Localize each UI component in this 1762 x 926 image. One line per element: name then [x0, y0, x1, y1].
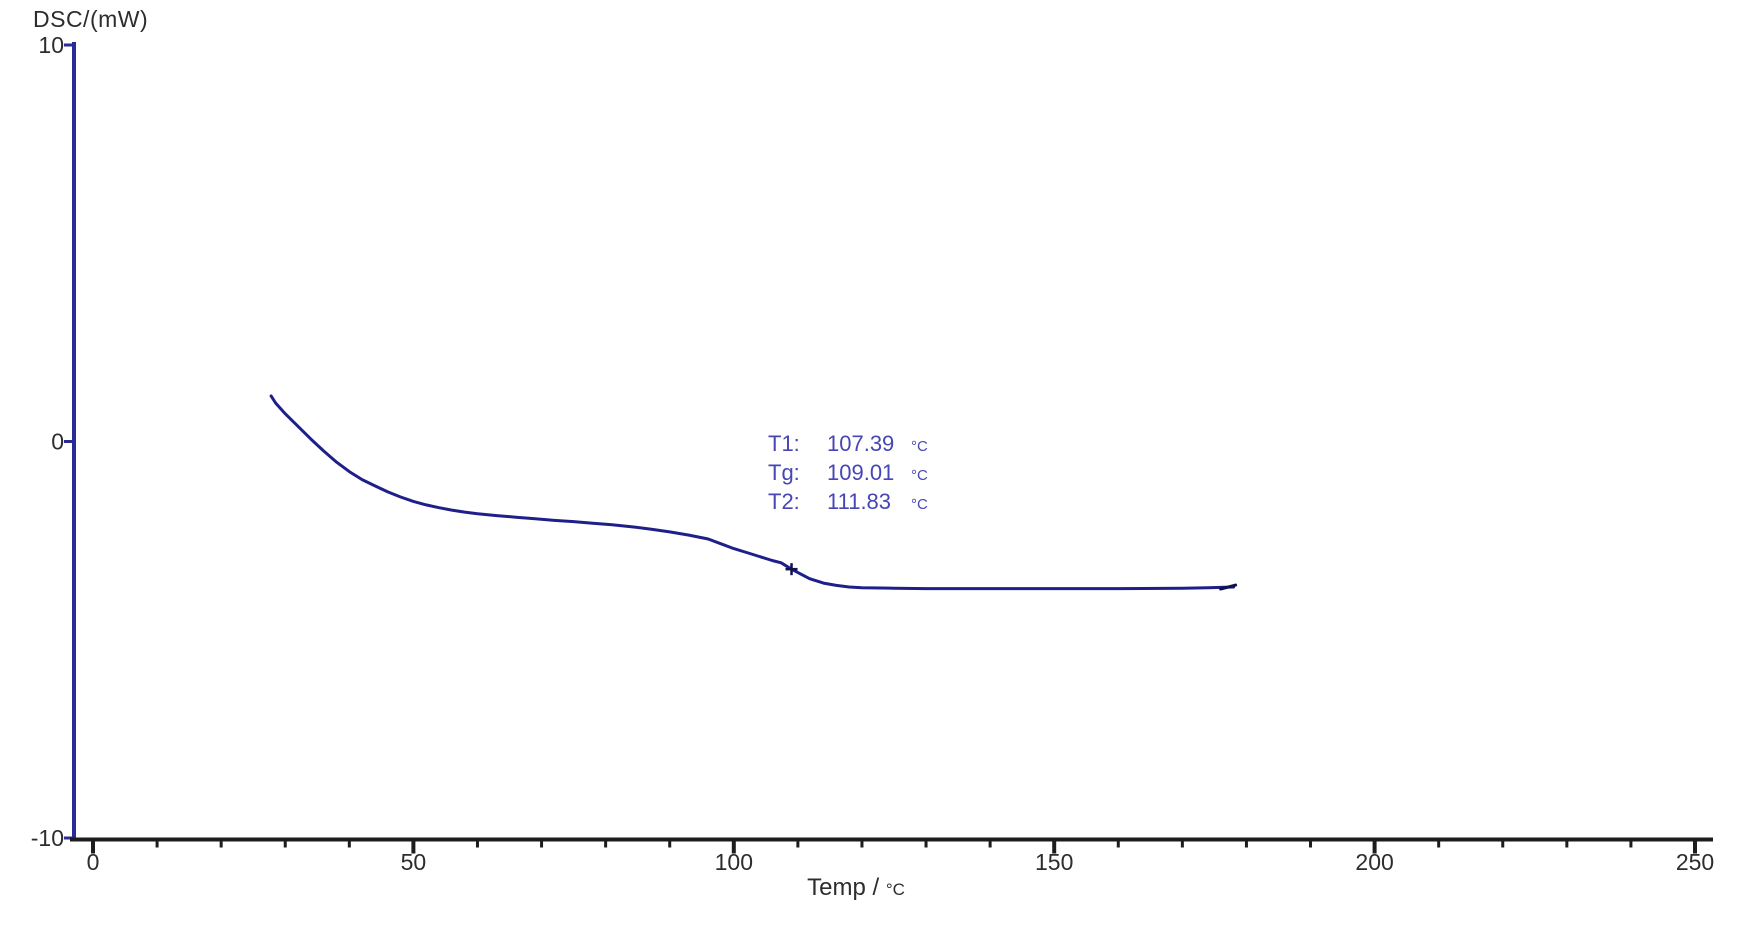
- curve-end-tick: [1219, 583, 1238, 591]
- t1-value: 107.39: [827, 431, 895, 456]
- x-tick-label: 200: [1355, 849, 1393, 875]
- x-tick-label: 0: [87, 849, 100, 875]
- annotation-row-t2: T2: 111.83 °C: [768, 489, 928, 518]
- y-tick-label: 0: [51, 429, 64, 455]
- x-axis-title-unit: °C: [885, 880, 905, 899]
- x-axis-title-text: Temp /: [807, 874, 880, 901]
- y-axis-title: DSC/(mW): [33, 6, 149, 32]
- annotation-row-t1: T1: 107.39 °C: [768, 431, 928, 460]
- t1-label: T1:: [768, 431, 800, 456]
- t2-value: 111.83: [827, 489, 892, 514]
- x-tick-label: 150: [1035, 849, 1073, 875]
- transition-annotation-block: T1: 107.39 °C Tg: 109.01 °C T2: 111.83 °…: [768, 431, 928, 518]
- x-axis-title: Temp / °C: [0, 874, 1712, 902]
- x-tick-label: 50: [401, 849, 427, 875]
- y-tick-label: -10: [31, 825, 64, 851]
- tg-unit: °C: [911, 467, 928, 484]
- t1-unit: °C: [911, 438, 928, 455]
- t2-label: T2:: [768, 489, 800, 514]
- x-tick-label: 250: [1676, 849, 1714, 875]
- y-tick-label: 10: [38, 32, 64, 58]
- t2-unit: °C: [911, 496, 928, 513]
- annotation-row-tg: Tg: 109.01 °C: [768, 460, 928, 489]
- dsc-curve: [269, 394, 1236, 591]
- x-tick-label: 100: [715, 849, 753, 875]
- tg-value: 109.01: [827, 460, 895, 485]
- tg-label: Tg:: [768, 460, 800, 485]
